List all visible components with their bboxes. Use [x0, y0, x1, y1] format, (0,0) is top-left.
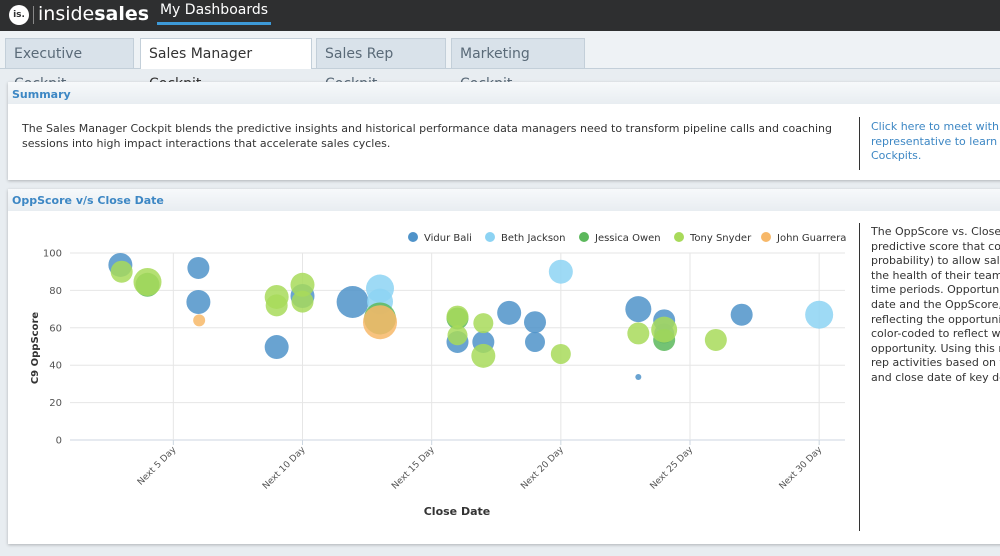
bubble	[704, 328, 727, 351]
text-line: The OppScore vs. Close Da	[871, 225, 1000, 238]
bubble	[651, 316, 678, 343]
legend-marker	[485, 232, 495, 242]
legend-label: Vidur Bali	[424, 233, 472, 244]
text-line: date and the OppScore, w	[871, 297, 1000, 311]
bubble	[730, 303, 753, 326]
logo-badge: is.	[9, 5, 29, 25]
bubble	[363, 305, 397, 340]
panel-title: Summary	[12, 88, 71, 101]
x-tick-label: Next 25 Day	[649, 445, 696, 492]
bubble	[187, 256, 210, 279]
bubble	[525, 332, 545, 353]
header-bar: is. insidesales My Dashboards	[0, 0, 1000, 31]
x-tick-label: Next 5 Day	[136, 445, 179, 488]
text-line: probability) to allow sales	[871, 254, 1000, 268]
y-axis-label: C9 OppScore	[30, 312, 41, 385]
legend-label: John Guarrera	[776, 233, 846, 244]
text-line: reflecting the opportunity	[871, 312, 1000, 326]
y-tick-label: 80	[49, 286, 62, 297]
bubble	[193, 314, 206, 327]
x-axis-label: Close Date	[424, 505, 491, 518]
legend-marker	[674, 232, 684, 242]
bubble	[336, 285, 369, 318]
logo-bold: sales	[94, 3, 150, 25]
bubble	[805, 300, 834, 329]
text-line: and close date of key deal	[871, 370, 1000, 384]
legend-label: Beth Jackson	[501, 233, 565, 244]
text-line[interactable]: representative to learn mo	[871, 134, 1000, 148]
bubble	[471, 343, 496, 368]
y-tick-label: 100	[43, 249, 62, 260]
panel-title: OppScore v/s Close Date	[12, 194, 164, 207]
y-tick-label: 0	[56, 436, 62, 447]
bubble	[133, 267, 162, 296]
text-line: the health of their teams' c	[871, 268, 1000, 282]
bubble	[447, 325, 468, 346]
text-line: rep activities based on the	[871, 356, 1000, 370]
nav-item[interactable]: My Dashboards	[157, 2, 271, 25]
text-line: predictive score that corre	[871, 239, 1000, 253]
y-tick-label: 20	[49, 398, 62, 409]
logo-light: inside	[38, 3, 95, 25]
bubble	[446, 305, 469, 328]
bubble	[627, 322, 650, 345]
legend-marker	[408, 232, 418, 242]
legend-marker	[761, 232, 771, 242]
bubble	[625, 296, 652, 323]
bubble	[110, 260, 133, 283]
bubble	[635, 373, 642, 380]
summary-text: The Sales Manager Cockpit blends the pre…	[22, 122, 832, 150]
text-line: opportunity. Using this rep	[871, 341, 1000, 355]
legend-label: Jessica Owen	[594, 233, 661, 244]
y-tick-label: 60	[49, 323, 62, 334]
text-line[interactable]: Click here to meet with an	[871, 120, 1000, 133]
x-tick-label: Next 20 Day	[519, 445, 566, 492]
bubble	[290, 272, 315, 297]
text-line[interactable]: Cockpits.	[871, 149, 922, 163]
bubble	[497, 300, 522, 325]
bubble	[186, 289, 211, 314]
logo: insidesales	[38, 3, 149, 25]
x-tick-label: Next 15 Day	[390, 445, 437, 492]
bubble	[550, 343, 571, 364]
x-tick-label: Next 30 Day	[778, 445, 825, 492]
tab[interactable]: Marketing Cockpit	[451, 38, 585, 92]
bubble	[524, 311, 546, 334]
text-line: time periods. Opportunitie	[871, 283, 1000, 297]
chart: Close Date C9 OppScore 0 20 40 60 80 100 Next …	[30, 232, 846, 518]
legend-label: Tony Snyder	[689, 233, 752, 244]
x-tick-label: Next 10 Day	[261, 445, 308, 492]
legend-marker	[579, 232, 589, 242]
text-line: color-coded to reflect who	[871, 327, 1000, 341]
bubble	[473, 313, 494, 334]
bubble	[265, 294, 288, 317]
bubble	[548, 259, 573, 284]
bubble	[264, 335, 289, 360]
y-tick-label: 40	[49, 361, 62, 372]
bubble	[291, 290, 314, 313]
